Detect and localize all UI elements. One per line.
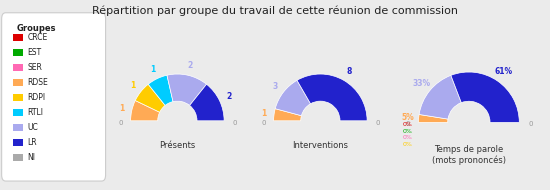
- Text: 61%: 61%: [494, 67, 513, 76]
- Bar: [13, 139, 23, 146]
- Text: 1: 1: [130, 81, 135, 90]
- Text: Présents: Présents: [160, 141, 195, 150]
- Text: 0%: 0%: [403, 128, 412, 134]
- Wedge shape: [131, 101, 160, 121]
- Text: 3: 3: [272, 82, 278, 91]
- Bar: [13, 79, 23, 86]
- Text: 0: 0: [405, 121, 410, 127]
- Text: RTLI: RTLI: [28, 108, 43, 117]
- Text: Temps de parole
(mots prononcés): Temps de parole (mots prononcés): [432, 145, 506, 165]
- Text: 1: 1: [150, 65, 155, 74]
- Bar: [13, 49, 23, 56]
- Text: 1: 1: [261, 109, 266, 118]
- Text: 5%: 5%: [401, 113, 414, 122]
- Wedge shape: [190, 84, 224, 121]
- Text: 0: 0: [528, 121, 532, 127]
- Text: RDPI: RDPI: [28, 93, 46, 102]
- Wedge shape: [274, 109, 301, 121]
- Wedge shape: [419, 75, 461, 119]
- Text: RDSE: RDSE: [28, 78, 48, 87]
- FancyBboxPatch shape: [2, 13, 106, 181]
- Text: NI: NI: [28, 153, 36, 162]
- Text: 0%: 0%: [403, 142, 412, 147]
- Text: UC: UC: [28, 123, 38, 132]
- Text: CRCE: CRCE: [28, 33, 48, 42]
- Bar: [13, 34, 23, 41]
- Wedge shape: [148, 75, 173, 105]
- Text: 0%: 0%: [403, 122, 412, 127]
- Text: 2: 2: [188, 61, 192, 70]
- Text: 0: 0: [118, 120, 123, 126]
- Wedge shape: [419, 114, 448, 122]
- Wedge shape: [297, 74, 367, 121]
- Text: 0: 0: [261, 120, 266, 126]
- Text: 0: 0: [232, 120, 236, 126]
- Text: Répartition par groupe du travail de cette réunion de commission: Répartition par groupe du travail de cet…: [92, 6, 458, 16]
- Text: 8: 8: [346, 67, 351, 76]
- Bar: [13, 154, 23, 161]
- Bar: [13, 64, 23, 71]
- Wedge shape: [275, 80, 311, 116]
- Bar: [13, 109, 23, 116]
- Text: 0%: 0%: [403, 135, 412, 140]
- Text: EST: EST: [28, 48, 42, 57]
- Text: Groupes: Groupes: [17, 24, 57, 33]
- Text: 1: 1: [119, 104, 124, 113]
- Wedge shape: [135, 84, 165, 112]
- Wedge shape: [451, 72, 519, 122]
- Wedge shape: [167, 74, 206, 105]
- Bar: [13, 124, 23, 131]
- Text: Interventions: Interventions: [293, 141, 348, 150]
- Text: 33%: 33%: [412, 79, 430, 88]
- Bar: [13, 94, 23, 101]
- Text: LR: LR: [28, 138, 37, 147]
- Text: 2: 2: [226, 92, 232, 101]
- Text: 0: 0: [375, 120, 379, 126]
- Text: SER: SER: [28, 63, 42, 72]
